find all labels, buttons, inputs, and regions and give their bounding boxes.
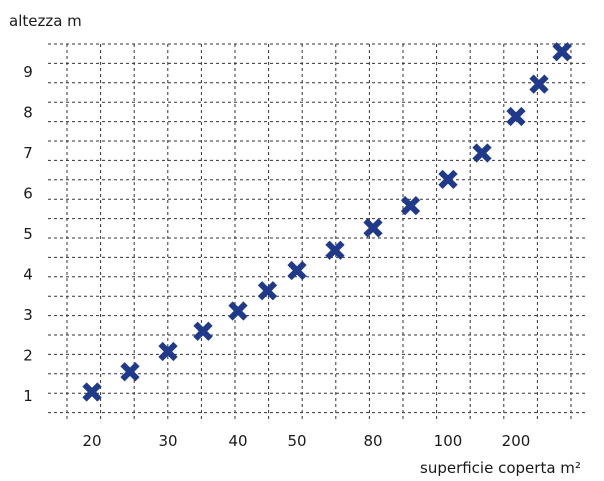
x-tick-labels: 20 30 40 50 80 100 200 [82, 432, 530, 450]
data-point-stroke [287, 260, 307, 281]
data-point-stroke [438, 169, 458, 189]
data-point-stroke [120, 362, 140, 382]
data-point [193, 321, 213, 341]
data-point [506, 106, 526, 127]
x-tick-label: 40 [228, 432, 247, 450]
x-tick-label: 20 [82, 432, 101, 450]
x-tick-label: 80 [363, 432, 382, 450]
data-point [400, 196, 421, 216]
y-tick-label: 3 [23, 306, 33, 324]
x-tick-label: 30 [158, 432, 177, 450]
y-tick-label: 2 [23, 347, 33, 365]
data-point-stroke [257, 281, 278, 301]
x-tick-label: 200 [502, 432, 531, 450]
y-tick-label: 8 [23, 104, 33, 122]
y-tick-label: 1 [23, 387, 33, 405]
data-point-stroke [158, 341, 178, 362]
data-point [82, 382, 102, 402]
x-tick-label: 50 [287, 432, 306, 450]
data-point [529, 74, 549, 94]
data-point-stroke [82, 382, 102, 402]
y-tick-label: 4 [23, 266, 33, 284]
data-points [82, 42, 572, 402]
x-tick-label: 100 [434, 432, 463, 450]
data-point [325, 240, 345, 260]
data-point [158, 341, 178, 362]
y-axis-label: altezza m [9, 12, 82, 30]
y-tick-label: 5 [23, 225, 33, 243]
data-point-stroke [363, 218, 383, 238]
data-point [472, 143, 492, 163]
data-point-stroke [400, 196, 421, 216]
data-point [552, 42, 572, 62]
grid [48, 43, 588, 422]
x-axis-label: superficie coperta m² [420, 459, 581, 477]
data-point-stroke [506, 106, 526, 127]
data-point [363, 218, 383, 238]
data-point-stroke [529, 74, 549, 94]
data-point [228, 301, 248, 321]
data-point [287, 260, 307, 281]
data-point [120, 362, 140, 382]
data-point-stroke [472, 143, 492, 163]
y-tick-label: 9 [23, 63, 33, 81]
data-point-stroke [552, 42, 572, 62]
data-point [257, 281, 278, 301]
y-tick-labels: 1 2 3 4 5 6 7 8 9 [23, 63, 33, 405]
data-point [438, 169, 458, 189]
data-point-stroke [228, 301, 248, 321]
y-tick-label: 7 [23, 144, 33, 162]
y-tick-label: 6 [23, 185, 33, 203]
data-point-stroke [325, 240, 345, 260]
data-point-stroke [193, 321, 213, 341]
